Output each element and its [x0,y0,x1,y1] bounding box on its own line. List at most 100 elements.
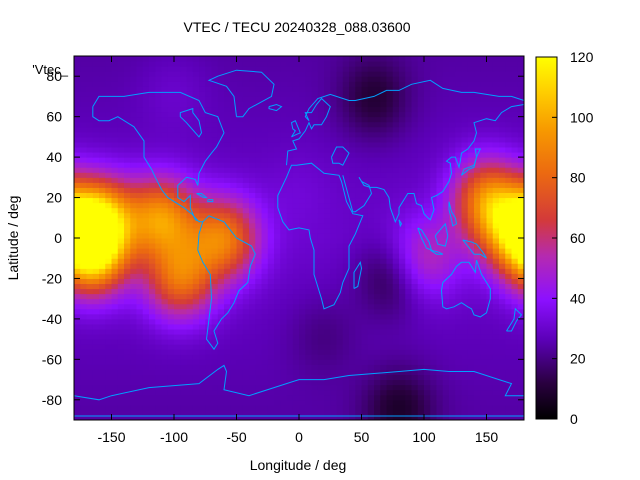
heatmap-cell [486,344,494,350]
heatmap-cell [142,162,150,168]
heatmap-cell [417,227,425,234]
heatmap-cell [124,263,131,269]
heatmap-cell [286,359,294,365]
heatmap-cell [230,283,237,290]
heatmap-cell [499,227,506,234]
heatmap-cell [280,136,287,143]
heatmap-cell [242,243,250,249]
heatmap-cell [299,162,306,168]
heatmap-cell [92,384,100,391]
heatmap-cell [230,197,237,204]
heatmap-cell [405,253,412,259]
heatmap-cell [249,86,256,92]
heatmap-cell [274,238,281,244]
heatmap-cell [330,101,337,108]
heatmap-cell [211,147,219,153]
heatmap-cell [461,177,469,183]
heatmap-cell [280,379,287,386]
heatmap-cell [230,116,237,123]
heatmap-cell [155,131,162,138]
heatmap-cell [355,81,362,87]
heatmap-cell [255,121,262,128]
heatmap-cell [411,253,419,259]
heatmap-cell [380,192,387,199]
heatmap-cell [155,157,162,163]
heatmap-cell [442,334,450,340]
heatmap-cell [430,313,437,320]
heatmap-cell [505,202,512,209]
heatmap-cell [136,182,144,188]
heatmap-cell [249,263,256,269]
heatmap-cell [211,243,219,249]
heatmap-cell [424,101,431,108]
heatmap-cell [286,111,294,118]
heatmap-cell [367,152,375,158]
heatmap-cell [424,136,431,143]
heatmap-cell [92,399,100,406]
heatmap-cell [167,359,175,365]
heatmap-cell [161,147,169,153]
heatmap-cell [117,111,125,118]
heatmap-cell [174,354,181,360]
heatmap-cell [205,404,212,411]
heatmap-cell [324,232,331,239]
heatmap-cell [86,162,94,168]
heatmap-cell [224,126,231,133]
heatmap-cell [186,253,194,259]
heatmap-cell [517,238,525,244]
heatmap-cell [349,364,356,370]
heatmap-cell [142,399,150,406]
heatmap-cell [461,389,469,396]
heatmap-cell [367,177,375,183]
heatmap-cell [349,182,356,188]
heatmap-cell [311,81,319,87]
heatmap-cell [111,192,119,199]
heatmap-cell [74,293,81,300]
heatmap-cell [361,111,369,118]
heatmap-cell [161,283,169,290]
heatmap-cell [224,116,231,123]
heatmap-cell [117,71,125,77]
heatmap-cell [411,409,419,416]
heatmap-cell [174,288,181,295]
heatmap-cell [336,197,344,204]
heatmap-cell [392,268,400,274]
heatmap-cell [174,96,181,102]
heatmap-cell [199,329,206,335]
heatmap-cell [374,227,381,234]
heatmap-cell [236,227,244,234]
heatmap-cell [242,404,250,411]
heatmap-cell [111,212,119,219]
heatmap-cell [167,323,175,330]
heatmap-cell [280,167,287,173]
heatmap-cell [380,329,387,335]
heatmap-cell [142,222,150,229]
heatmap-cell [386,354,394,360]
heatmap-cell [217,359,225,365]
heatmap-cell [336,323,344,330]
heatmap-cell [449,182,456,188]
heatmap-cell [399,308,406,315]
heatmap-cell [474,81,481,87]
heatmap-cell [480,238,487,244]
heatmap-cell [236,131,244,138]
heatmap-cell [467,131,475,138]
heatmap-cell [105,66,112,72]
heatmap-cell [336,192,344,199]
heatmap-cell [299,192,306,199]
heatmap-cell [486,131,494,138]
heatmap-cell [180,384,187,391]
heatmap-cell [249,177,256,183]
heatmap-cell [380,172,387,178]
heatmap-cell [186,303,194,310]
heatmap-cell [124,76,131,82]
heatmap-cell [505,147,512,153]
heatmap-cell [336,232,344,239]
heatmap-cell [324,71,331,77]
heatmap-cell [80,227,87,234]
heatmap-cell [342,157,350,163]
heatmap-cell [192,136,200,143]
heatmap-cell [317,364,325,370]
heatmap-cell [317,111,325,118]
heatmap-cell [267,86,275,92]
